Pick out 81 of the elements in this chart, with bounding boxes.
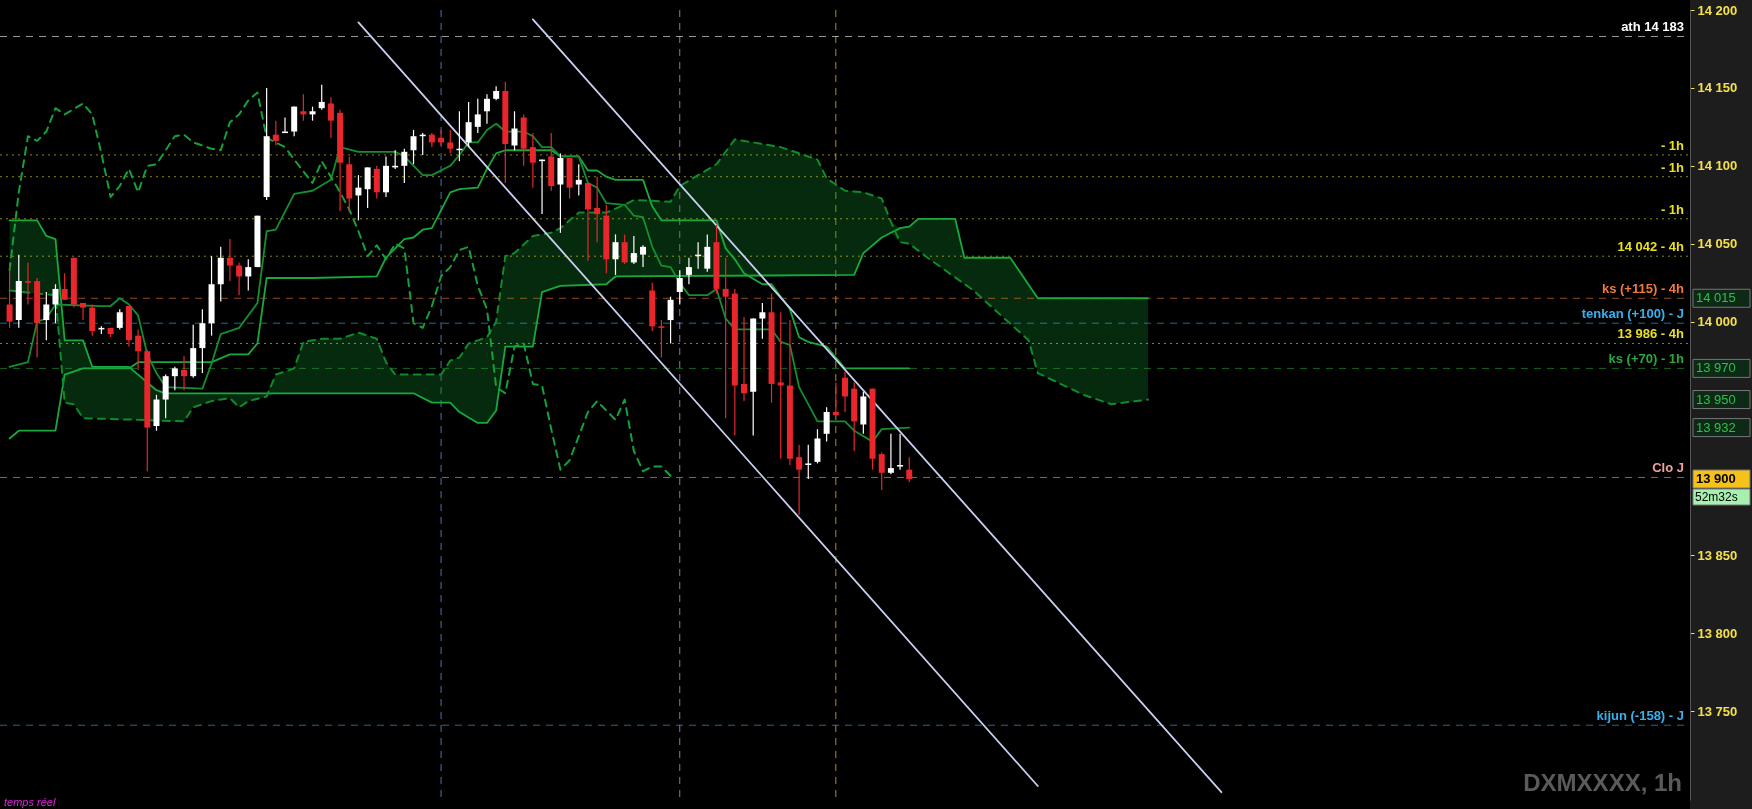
candlestick <box>805 444 812 480</box>
candlestick <box>410 129 417 165</box>
candlestick <box>24 261 31 306</box>
ref-line-label: - 1h <box>1660 137 1685 153</box>
candlestick <box>89 303 96 337</box>
ref-line-label: - 1h <box>1660 201 1685 217</box>
ref-line-label: ath 14 183 <box>1621 19 1684 35</box>
ref-line-label: tenkan (+100) - J <box>1581 306 1684 322</box>
text: DXMXXXX, 1h <box>1523 769 1682 796</box>
y-tick-label: 14 100 <box>1697 158 1738 174</box>
candlestick <box>621 233 628 265</box>
candlestick <box>704 233 711 273</box>
candlestick <box>878 451 885 491</box>
candlestick <box>171 366 178 391</box>
y-tick-label: 13 850 <box>1697 547 1738 563</box>
text: 52m32s <box>1695 490 1738 505</box>
candlestick <box>162 374 169 419</box>
candlestick <box>612 233 619 276</box>
candlestick <box>226 238 233 282</box>
candlestick <box>741 316 748 402</box>
candlestick <box>300 93 307 122</box>
candlestick <box>640 244 647 268</box>
candlestick <box>777 311 784 460</box>
candlestick <box>594 176 601 243</box>
text: 13 932 <box>1696 419 1736 435</box>
candlestick <box>474 98 481 134</box>
candlestick <box>135 328 142 371</box>
y-tick-label: 14 050 <box>1697 236 1738 252</box>
candlestick <box>906 456 913 483</box>
ref-line-label: 14 042 - 4h <box>1617 239 1685 255</box>
candlestick <box>447 129 454 154</box>
y-tick-label: 14 200 <box>1697 2 1738 18</box>
candlestick <box>236 261 243 296</box>
candlestick <box>318 84 325 111</box>
candlestick <box>80 302 87 321</box>
text: 13 950 <box>1696 391 1736 407</box>
candlestick <box>529 132 536 189</box>
candlestick <box>364 166 371 209</box>
ref-line-label: - 1h <box>1660 159 1685 175</box>
candlestick <box>796 444 803 516</box>
candlestick <box>401 148 408 184</box>
candlestick <box>814 428 821 465</box>
candlestick <box>327 96 334 139</box>
candlestick <box>722 257 729 419</box>
ref-line-label: ks (+115) - 4h <box>1601 281 1685 297</box>
candlestick <box>759 302 766 340</box>
candlestick <box>43 291 50 341</box>
ref-line-label: ks (+70) - 1h <box>1608 351 1685 367</box>
ref-line-label: Clo J <box>1652 460 1684 476</box>
candlestick <box>897 433 904 471</box>
candlestick <box>832 381 839 418</box>
candlestick <box>181 355 188 391</box>
candlestick <box>6 261 13 329</box>
y-tick-label: 13 800 <box>1697 625 1738 641</box>
candlestick <box>61 272 68 301</box>
candlestick <box>465 101 472 148</box>
candlestick <box>823 406 830 443</box>
candlestick <box>630 235 637 265</box>
candlestick <box>676 269 683 306</box>
candlestick <box>667 296 674 345</box>
candlestick <box>272 120 279 147</box>
candlestick <box>373 165 380 200</box>
candlestick <box>511 110 518 151</box>
candlestick <box>575 163 582 197</box>
candlestick <box>245 258 252 292</box>
candlestick <box>887 433 894 475</box>
text: 13 970 <box>1696 360 1736 376</box>
candlestick <box>52 283 59 324</box>
ref-line-label: kijun (-158) - J <box>1596 708 1684 724</box>
text: 13 900 <box>1696 471 1736 487</box>
candlestick <box>483 93 490 125</box>
y-tick-label: 13 750 <box>1697 703 1738 719</box>
candlestick <box>116 308 123 331</box>
candlestick <box>685 257 692 285</box>
text: 14 015 <box>1696 290 1736 306</box>
y-tick-label: 14 000 <box>1697 314 1738 330</box>
candlestick <box>842 370 848 413</box>
y-tick-label: 14 150 <box>1697 80 1738 96</box>
annotation: temps réel <box>4 796 56 808</box>
ref-line-label: 13 986 - 4h <box>1617 326 1685 342</box>
candlestick <box>658 319 665 359</box>
